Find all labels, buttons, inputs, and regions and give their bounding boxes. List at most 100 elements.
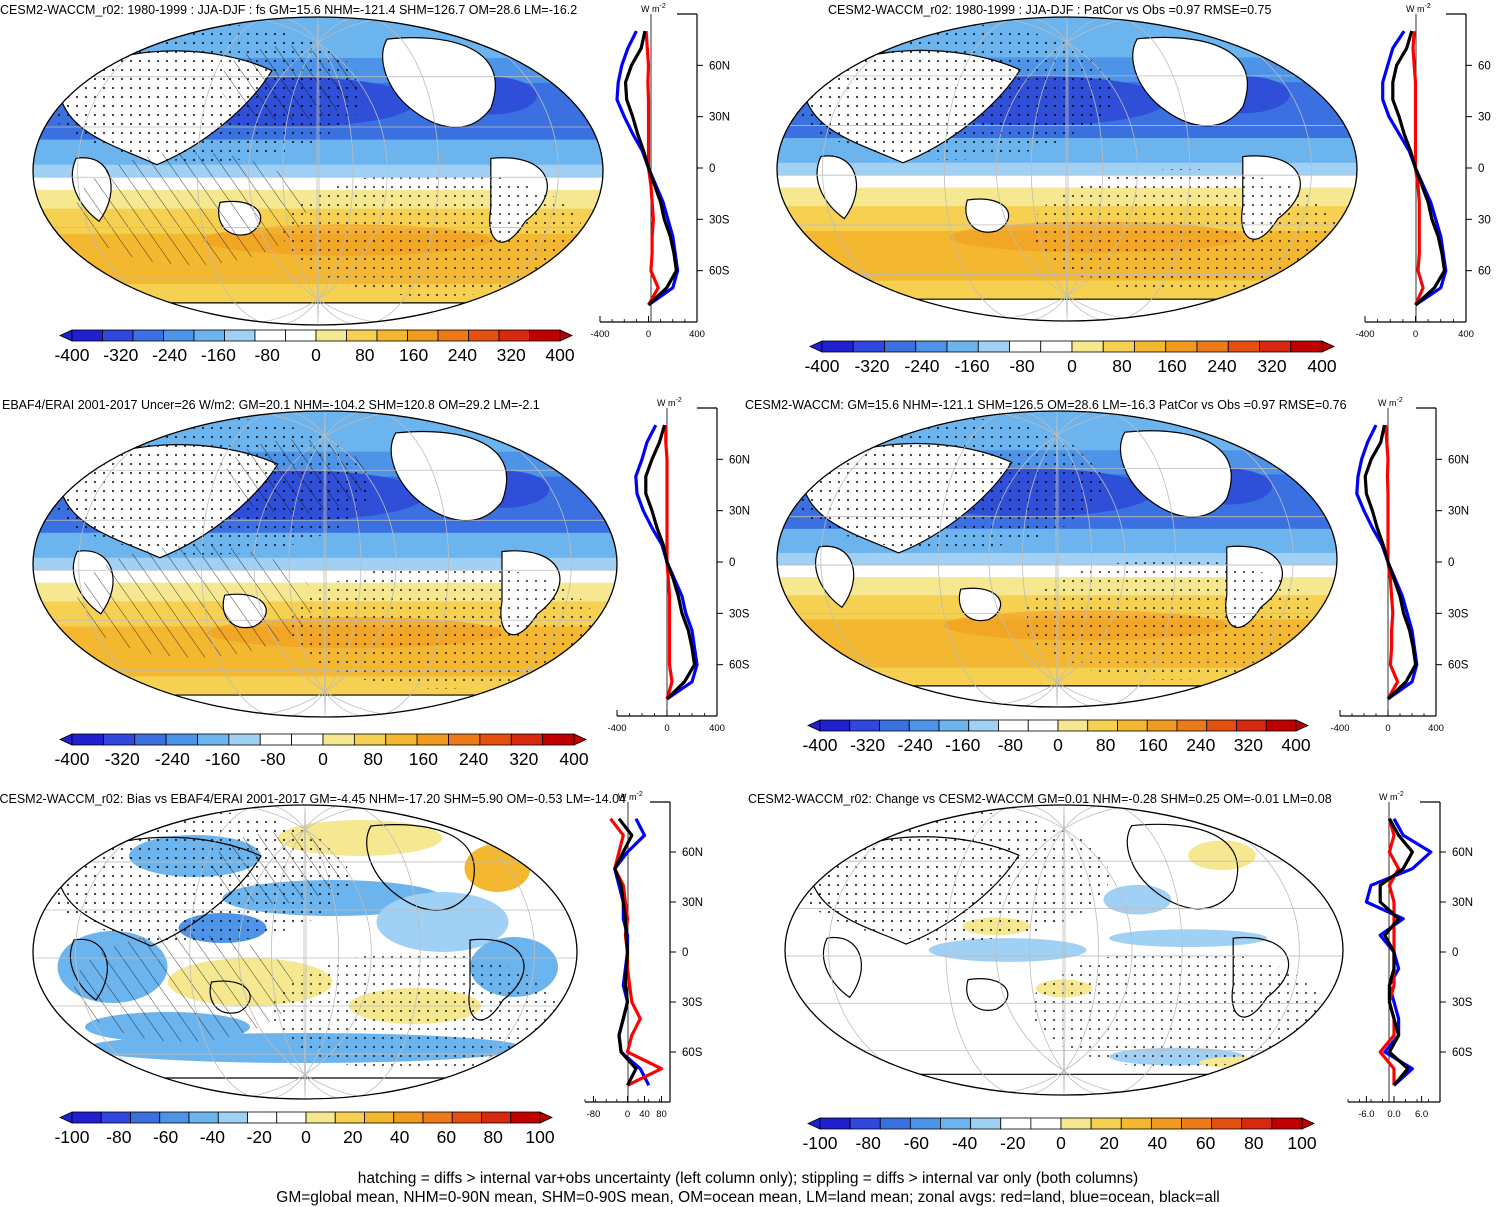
- colorbar-tick-label: 400: [545, 345, 574, 365]
- colorbar-swatch: [376, 329, 408, 342]
- colorbar-swatch: [879, 719, 910, 732]
- zonal-lat-tick-label: 60N: [709, 60, 730, 72]
- zonal-lat-tick-label: 60S: [709, 266, 730, 278]
- zonal-x-tick-label: 6.0: [1415, 1109, 1428, 1120]
- colorbar-tick-label: 80: [1112, 356, 1132, 376]
- zonal-x-tick-label: 0: [1413, 329, 1418, 340]
- panel-6-title: CESM2-WACCM_r02: Change vs CESM2-WACCM G…: [748, 792, 1332, 806]
- colorbar-swatch: [821, 340, 854, 353]
- colorbar-swatch: [1236, 719, 1267, 732]
- panel-6-zonal: W m-2 60N 30N 0 30S 60S -6.0 0.0 6.0: [1347, 791, 1473, 1120]
- colorbar-swatch: [1241, 1117, 1273, 1130]
- colorbar-tick-label: 400: [1307, 356, 1336, 376]
- colorbar-tick-label: 60: [1196, 1133, 1216, 1153]
- colorbar-swatch: [998, 719, 1029, 732]
- colorbar-high-arrow: [1301, 1117, 1315, 1130]
- colorbar-swatch: [1090, 1117, 1122, 1130]
- map-field: [33, 805, 577, 1099]
- colorbar-tick-label: 240: [1186, 735, 1215, 755]
- colorbar-swatch: [134, 733, 167, 746]
- colorbar-swatch: [940, 1117, 972, 1130]
- colorbar-swatch: [197, 733, 230, 746]
- zonal-x-tick-label: 0: [646, 329, 651, 340]
- zonal-lat-tick-label: 60S: [1448, 660, 1469, 672]
- zonal-x-tick-label: 80: [656, 1109, 667, 1120]
- colorbar-swatch: [102, 329, 134, 342]
- colorbar-low-arrow: [59, 1111, 73, 1124]
- zonal-x-tick-label: 400: [709, 723, 725, 734]
- map-outline: [32, 804, 578, 1100]
- panel-1-zonal: W m-2 60N 30N 0 30S 60S -400 0 400: [590, 3, 730, 340]
- colorbar-tick-label: -320: [105, 749, 140, 769]
- colorbar-swatch: [100, 1111, 131, 1124]
- colorbar-swatch: [305, 1111, 336, 1124]
- colorbar-tick-label: 160: [399, 345, 428, 365]
- colorbar-high-arrow: [559, 329, 573, 342]
- colorbar-tick-label: 0: [1053, 735, 1063, 755]
- colorbar-tick-label: -100: [54, 1127, 89, 1147]
- footer-hatching-note: hatching = diffs > internal var+obs unce…: [357, 1170, 1139, 1187]
- colorbar-swatch: [1060, 1117, 1092, 1130]
- panel-4-title: CESM2-WACCM: GM=15.6 NHM=-121.1 SHM=126.…: [745, 398, 1347, 412]
- colorbar-tick-label: -80: [1009, 356, 1035, 376]
- colorbar-tick-label: -160: [945, 735, 980, 755]
- colorbar-tick-label: 20: [343, 1127, 363, 1147]
- colorbar-tick-label: 80: [355, 345, 375, 365]
- zonal-lat-tick-label: 30N: [729, 506, 750, 518]
- colorbar-swatch: [1165, 340, 1198, 353]
- colorbar-swatch: [353, 733, 387, 746]
- colorbar-tick-label: 240: [1207, 356, 1236, 376]
- panel-1-colorbar: -400 -320 -240 -160 -80 0 80 160 240 320 400: [54, 329, 575, 365]
- zonal-lat-tick-label: 0: [682, 947, 688, 959]
- zonal-lat-tick-label: 60N: [1448, 454, 1469, 466]
- zonal-x-tick-label: 0: [664, 723, 669, 734]
- colorbar-swatch: [393, 1111, 424, 1124]
- colorbar-swatch: [448, 733, 481, 746]
- colorbar-swatch: [254, 329, 286, 342]
- colorbar-swatch: [71, 1111, 102, 1124]
- colorbar-swatch: [1150, 1117, 1182, 1130]
- colorbar-low-arrow: [59, 733, 73, 746]
- zonal-all-line: [1363, 424, 1418, 701]
- zonal-x-tick-label: -400: [607, 723, 626, 734]
- colorbar-tick-label: -20: [1000, 1133, 1026, 1153]
- map-field: [777, 411, 1337, 707]
- colorbar-low-arrow: [59, 329, 73, 342]
- colorbar-tick-label: -400: [804, 356, 839, 376]
- colorbar-swatch: [542, 733, 575, 746]
- colorbar-tick-label: -400: [802, 735, 837, 755]
- colorbar-swatch: [1146, 719, 1178, 732]
- colorbar-swatch: [849, 1117, 881, 1130]
- colorbar-swatch: [479, 733, 512, 746]
- colorbar-tick-label: 400: [559, 749, 588, 769]
- zonal-lat-tick-label: 30S: [709, 214, 730, 226]
- colorbar-swatch: [908, 719, 940, 732]
- colorbar-tick-label: -80: [255, 345, 281, 365]
- zonal-lat-tick-label: 60: [1478, 266, 1491, 278]
- colorbar-swatch: [1087, 719, 1118, 732]
- colorbar-swatch: [416, 733, 449, 746]
- colorbar-swatch: [285, 329, 317, 342]
- map-field: [777, 17, 1357, 321]
- colorbar-low-arrow: [807, 1117, 821, 1130]
- colorbar-swatch: [247, 1111, 278, 1124]
- colorbar-tick-label: -320: [854, 356, 889, 376]
- map-outline: [776, 410, 1338, 708]
- colorbar-swatch: [1211, 1117, 1243, 1130]
- colorbar-swatch: [224, 329, 256, 342]
- colorbar-high-arrow: [1295, 719, 1309, 732]
- colorbar-tick-label: 160: [1157, 356, 1186, 376]
- zonal-lat-tick-label: 60S: [729, 660, 750, 672]
- colorbar-tick-label: -240: [155, 749, 190, 769]
- colorbar-low-arrow: [809, 340, 823, 353]
- colorbar-high-arrow: [573, 733, 587, 746]
- zonal-lat-tick-label: 60N: [1452, 847, 1473, 859]
- zonal-lat-tick-label: 0: [729, 557, 735, 569]
- colorbar-swatch: [71, 733, 104, 746]
- colorbar-tick-label: 0: [1056, 1133, 1066, 1153]
- zonal-lat-tick-label: 60N: [729, 454, 750, 466]
- zonal-lat-tick-label: 30N: [1448, 506, 1469, 518]
- map-field: [785, 805, 1343, 1095]
- colorbar-swatch: [451, 1111, 482, 1124]
- colorbar-swatch: [407, 329, 439, 342]
